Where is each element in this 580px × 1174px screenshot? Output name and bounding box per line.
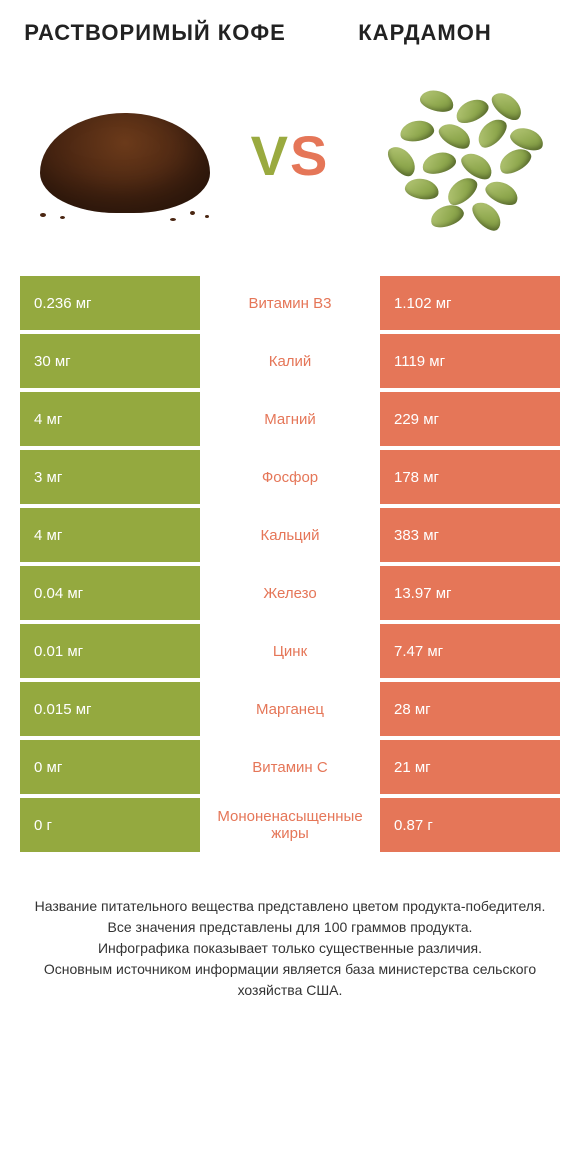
vs-v: V xyxy=(251,124,290,187)
left-value: 0.236 мг xyxy=(20,276,200,330)
left-value: 0 г xyxy=(20,798,200,852)
nutrient-label: Марганец xyxy=(200,682,380,736)
left-value: 30 мг xyxy=(20,334,200,388)
footer-line-3: Инфографика показывает только существенн… xyxy=(20,938,560,959)
left-value: 0 мг xyxy=(20,740,200,794)
vs-label: VS xyxy=(251,128,330,184)
right-value: 28 мг xyxy=(380,682,560,736)
table-row: 3 мгФосфор178 мг xyxy=(20,450,560,504)
left-title: РАСТВОРИМЫЙ КОФЕ xyxy=(20,20,290,46)
right-value: 229 мг xyxy=(380,392,560,446)
right-value: 0.87 г xyxy=(380,798,560,852)
right-value: 21 мг xyxy=(380,740,560,794)
footer-line-1: Название питательного вещества представл… xyxy=(20,896,560,917)
nutrient-label: Цинк xyxy=(200,624,380,678)
left-value: 3 мг xyxy=(20,450,200,504)
table-row: 0 гМононенасыщенные жиры0.87 г xyxy=(20,798,560,852)
right-value: 1.102 мг xyxy=(380,276,560,330)
right-value: 13.97 мг xyxy=(380,566,560,620)
right-value: 7.47 мг xyxy=(380,624,560,678)
left-value: 0.01 мг xyxy=(20,624,200,678)
right-value: 178 мг xyxy=(380,450,560,504)
nutrient-label: Мононенасыщенные жиры xyxy=(200,798,380,852)
header-right: КАРДАМОН xyxy=(290,20,560,46)
table-row: 0.01 мгЦинк7.47 мг xyxy=(20,624,560,678)
table-row: 4 мгМагний229 мг xyxy=(20,392,560,446)
table-row: 0.04 мгЖелезо13.97 мг xyxy=(20,566,560,620)
table-row: 4 мгКальций383 мг xyxy=(20,508,560,562)
images-row: VS xyxy=(0,56,580,276)
table-row: 30 мгКалий1119 мг xyxy=(20,334,560,388)
cardamom-image xyxy=(350,66,560,246)
vs-s: S xyxy=(290,124,329,187)
right-value: 1119 мг xyxy=(380,334,560,388)
footer-line-2: Все значения представлены для 100 граммо… xyxy=(20,917,560,938)
nutrient-label: Витамин C xyxy=(200,740,380,794)
left-value: 4 мг xyxy=(20,392,200,446)
coffee-image xyxy=(20,66,230,246)
nutrient-label: Железо xyxy=(200,566,380,620)
table-row: 0.015 мгМарганец28 мг xyxy=(20,682,560,736)
left-value: 0.04 мг xyxy=(20,566,200,620)
right-title: КАРДАМОН xyxy=(290,20,560,46)
nutrient-label: Фосфор xyxy=(200,450,380,504)
left-value: 0.015 мг xyxy=(20,682,200,736)
nutrient-label: Кальций xyxy=(200,508,380,562)
left-value: 4 мг xyxy=(20,508,200,562)
header: РАСТВОРИМЫЙ КОФЕ КАРДАМОН xyxy=(0,0,580,56)
comparison-table: 0.236 мгВитамин B31.102 мг30 мгКалий1119… xyxy=(0,276,580,852)
footer-line-4: Основным источником информации является … xyxy=(20,959,560,1001)
header-left: РАСТВОРИМЫЙ КОФЕ xyxy=(20,20,290,46)
table-row: 0.236 мгВитамин B31.102 мг xyxy=(20,276,560,330)
table-row: 0 мгВитамин C21 мг xyxy=(20,740,560,794)
nutrient-label: Магний xyxy=(200,392,380,446)
nutrient-label: Витамин B3 xyxy=(200,276,380,330)
footer: Название питательного вещества представл… xyxy=(0,856,580,1021)
right-value: 383 мг xyxy=(380,508,560,562)
nutrient-label: Калий xyxy=(200,334,380,388)
